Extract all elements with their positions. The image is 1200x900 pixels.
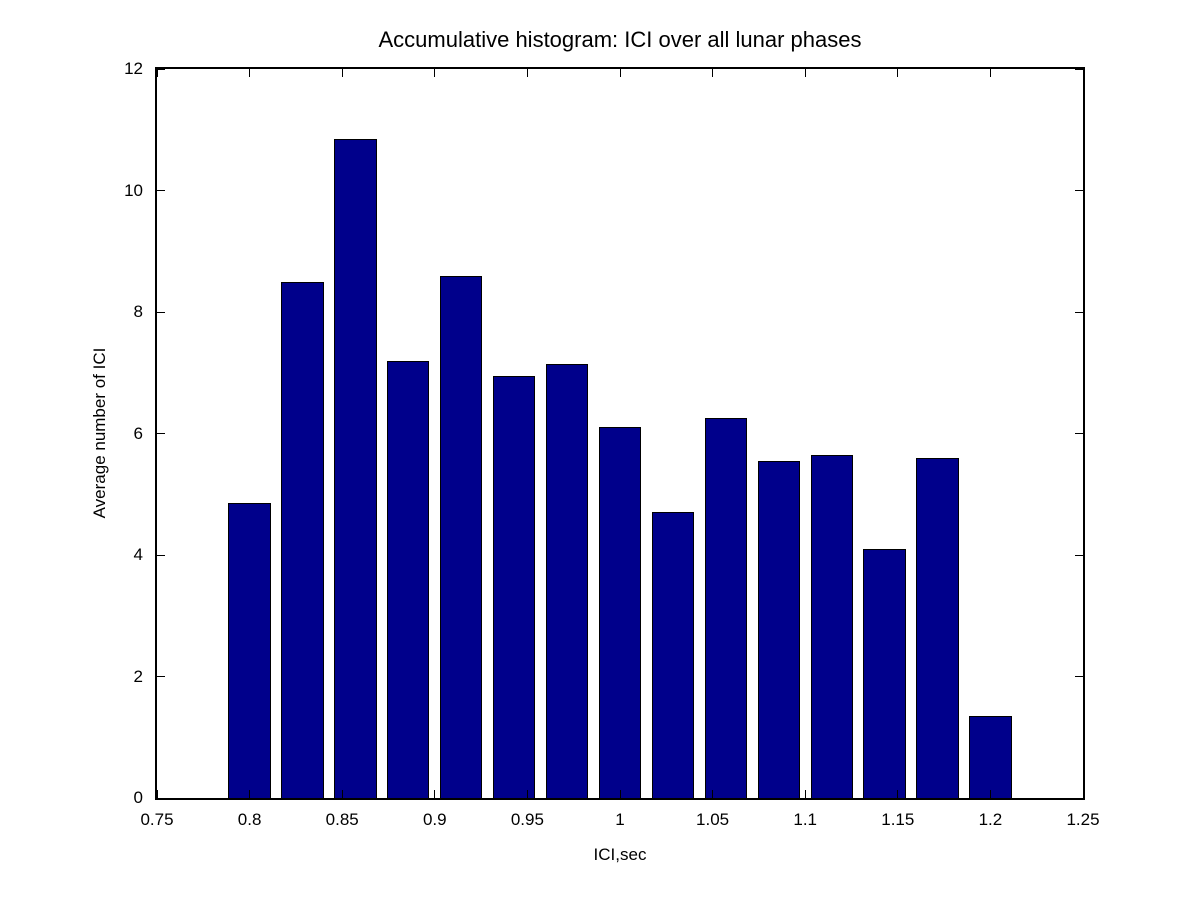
- y-tick-mark: [1075, 190, 1083, 191]
- y-tick-mark: [157, 311, 165, 313]
- x-tick-label: 0.95: [510, 810, 544, 829]
- x-tick-label: 0.75: [140, 810, 174, 829]
- histogram-bar: [810, 454, 853, 798]
- y-tick-mark: [157, 797, 165, 799]
- x-tick-mark: [526, 790, 528, 798]
- x-tick-mark: [712, 69, 714, 77]
- y-tick-mark: [157, 433, 165, 434]
- histogram-bar: [598, 427, 642, 798]
- x-tick-mark: [249, 69, 251, 77]
- histogram-bar: [440, 275, 483, 798]
- histogram-bar: [704, 418, 747, 798]
- x-tick-mark: [156, 790, 158, 798]
- chart-title: Accumulative histogram: ICI over all lun…: [378, 27, 862, 52]
- y-tick-mark: [1075, 797, 1083, 799]
- x-tick-mark: [804, 790, 806, 798]
- x-tick-mark: [989, 69, 991, 77]
- histogram-bar: [545, 363, 589, 798]
- histogram-bar: [651, 512, 695, 798]
- x-tick-label: 0.85: [325, 810, 359, 829]
- y-tick-mark: [1075, 554, 1083, 556]
- x-tick-mark: [1082, 69, 1084, 77]
- y-tick-mark: [157, 554, 165, 556]
- x-tick-label: 1.05: [696, 810, 730, 829]
- x-tick-label: 1: [615, 810, 625, 829]
- y-tick-label: 4: [133, 545, 143, 564]
- x-tick-label: 1.1: [793, 810, 818, 829]
- y-tick-label: 2: [133, 666, 143, 686]
- histogram-bar: [334, 138, 377, 798]
- y-tick-label: 12: [124, 59, 143, 78]
- x-tick-mark: [897, 790, 899, 798]
- histogram-bar: [916, 457, 959, 798]
- x-tick-mark: [619, 69, 621, 77]
- y-tick-label: 0: [133, 788, 143, 807]
- x-tick-mark: [249, 790, 251, 798]
- y-tick-mark: [157, 676, 165, 677]
- x-tick-mark: [341, 69, 343, 77]
- x-axis-label: ICI,sec: [593, 845, 647, 864]
- x-tick-label: 1.15: [881, 810, 915, 829]
- y-tick-mark: [157, 68, 165, 70]
- x-tick-mark: [156, 69, 158, 77]
- plot-area: [155, 67, 1085, 800]
- y-tick-mark: [1075, 433, 1083, 434]
- y-tick-label: 6: [133, 423, 143, 443]
- x-tick-mark: [1082, 790, 1084, 798]
- x-tick-label: 1.25: [1066, 810, 1100, 829]
- histogram-bar: [757, 460, 800, 798]
- x-tick-label: 1.2: [978, 810, 1003, 829]
- y-tick-mark: [1075, 676, 1083, 677]
- y-tick-mark: [1075, 68, 1083, 70]
- x-tick-label: 0.8: [237, 810, 262, 829]
- x-tick-label: 0.9: [422, 810, 447, 829]
- histogram-bar: [863, 548, 906, 798]
- histogram-bar: [493, 375, 536, 798]
- histogram-bar: [281, 281, 324, 798]
- x-tick-mark: [712, 790, 714, 798]
- y-tick-label: 10: [124, 180, 143, 200]
- x-tick-mark: [619, 790, 621, 798]
- y-tick-mark: [1075, 311, 1083, 313]
- histogram-bar: [969, 716, 1012, 798]
- x-tick-mark: [341, 790, 343, 798]
- y-tick-mark: [157, 190, 165, 191]
- x-tick-mark: [897, 69, 899, 77]
- x-tick-mark: [434, 790, 436, 798]
- y-axis-label: Average number of ICI: [90, 347, 109, 519]
- x-tick-mark: [434, 69, 436, 77]
- x-tick-mark: [804, 69, 806, 77]
- histogram-bar: [387, 360, 430, 798]
- y-tick-label: 8: [133, 302, 143, 321]
- x-tick-mark: [526, 69, 528, 77]
- x-tick-mark: [989, 790, 991, 798]
- histogram-bar: [228, 503, 271, 798]
